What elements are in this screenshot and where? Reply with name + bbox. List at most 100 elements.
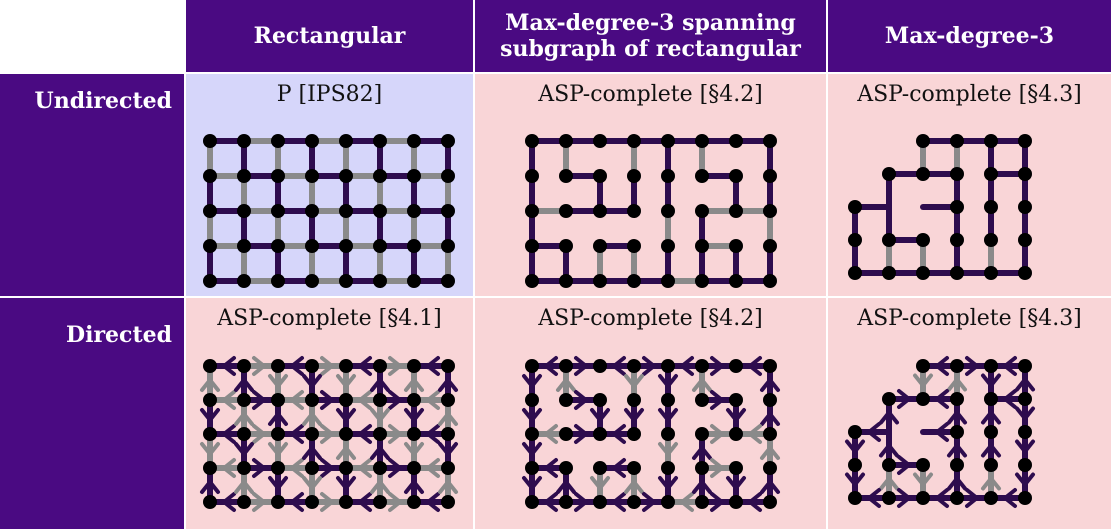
edge-arrow bbox=[358, 390, 372, 410]
edge-arrow bbox=[222, 424, 236, 444]
graph-node bbox=[339, 239, 353, 253]
edge-arrow bbox=[336, 374, 356, 388]
graph-node bbox=[203, 359, 217, 373]
graph-node bbox=[627, 461, 641, 475]
edge-arrow bbox=[302, 374, 322, 388]
graph-node bbox=[593, 204, 607, 218]
graph-directed-spanning bbox=[522, 356, 780, 512]
graph-node bbox=[525, 134, 539, 148]
graph-node bbox=[729, 169, 743, 183]
edge-arrow bbox=[388, 424, 402, 444]
edge-arrow bbox=[1015, 439, 1035, 454]
column-header-rectangular: Rectangular bbox=[186, 0, 473, 72]
graph-node bbox=[1018, 425, 1032, 439]
edge-arrow bbox=[748, 356, 762, 376]
edge-arrow bbox=[935, 488, 949, 508]
graph-node bbox=[559, 169, 573, 183]
edge-arrow bbox=[845, 472, 865, 487]
graph-node bbox=[627, 274, 641, 288]
edge-arrow bbox=[336, 476, 356, 490]
graph-node bbox=[441, 495, 455, 509]
edge-arrow bbox=[404, 408, 424, 422]
graph-node bbox=[407, 274, 421, 288]
graph-node bbox=[407, 461, 421, 475]
graph-node bbox=[441, 427, 455, 441]
graph-node bbox=[305, 461, 319, 475]
graph-node bbox=[950, 425, 964, 439]
graph-node bbox=[984, 233, 998, 247]
graph-node bbox=[882, 167, 896, 181]
graph-node bbox=[559, 393, 573, 407]
graph-node bbox=[627, 393, 641, 407]
edge-arrow bbox=[710, 424, 724, 444]
edge-arrow bbox=[612, 458, 626, 478]
edge-arrow bbox=[556, 378, 576, 392]
graph-node bbox=[661, 169, 675, 183]
graph-node bbox=[1018, 266, 1032, 280]
graph-node bbox=[950, 233, 964, 247]
edge-arrow bbox=[438, 480, 458, 494]
graph-node bbox=[237, 461, 251, 475]
edge-arrow bbox=[624, 408, 644, 422]
graph-node bbox=[950, 491, 964, 505]
graph-node bbox=[339, 274, 353, 288]
edge-arrow bbox=[200, 480, 220, 494]
graph-node bbox=[271, 393, 285, 407]
graph-node bbox=[729, 461, 743, 475]
edge-arrow bbox=[947, 443, 967, 458]
graph-node bbox=[203, 427, 217, 441]
graph-node bbox=[916, 167, 930, 181]
graph-node bbox=[661, 427, 675, 441]
edge-arrow bbox=[370, 480, 390, 494]
graph-node bbox=[729, 393, 743, 407]
edge-arrow bbox=[336, 446, 356, 460]
graph-node bbox=[305, 204, 319, 218]
row-header-label: Directed bbox=[66, 322, 172, 348]
edge-arrow bbox=[290, 458, 304, 478]
graph-node bbox=[525, 461, 539, 475]
graph-node bbox=[695, 393, 709, 407]
edge-arrow bbox=[574, 390, 588, 410]
graph-node bbox=[763, 393, 777, 407]
edge-arrow bbox=[438, 412, 458, 426]
cell-caption: ASP-complete [§4.3] bbox=[857, 82, 1082, 107]
edge-arrow bbox=[320, 458, 334, 478]
graph-node bbox=[916, 233, 930, 247]
graph-node bbox=[339, 461, 353, 475]
edge-arrow bbox=[1015, 472, 1035, 487]
cell-undirected-max-degree-3: ASP-complete [§4.3] bbox=[828, 74, 1111, 296]
edge-arrow bbox=[222, 458, 236, 478]
graph-undirected-max-degree-3 bbox=[848, 134, 1032, 280]
graph-node bbox=[203, 134, 217, 148]
graph-node bbox=[916, 491, 930, 505]
graph-node bbox=[525, 427, 539, 441]
graph-node bbox=[984, 134, 998, 148]
edge-arrow bbox=[426, 356, 440, 376]
graph-node bbox=[407, 495, 421, 509]
edge-arrow bbox=[692, 446, 712, 460]
edge-arrow bbox=[760, 412, 780, 426]
edge-arrow bbox=[624, 374, 644, 388]
graph-node bbox=[525, 169, 539, 183]
graph-node bbox=[559, 359, 573, 373]
graph-node bbox=[305, 495, 319, 509]
graph-node bbox=[984, 359, 998, 373]
graph-node bbox=[984, 266, 998, 280]
edge-arrow bbox=[642, 356, 656, 376]
graph-node bbox=[695, 134, 709, 148]
column-header-label-line2: subgraph of rectangular bbox=[500, 36, 801, 62]
graph-node bbox=[407, 204, 421, 218]
column-header-label: Rectangular bbox=[253, 23, 406, 49]
edge-arrow bbox=[370, 378, 390, 392]
graph-node bbox=[339, 359, 353, 373]
edge-arrow bbox=[845, 439, 865, 454]
edge-arrow bbox=[867, 422, 881, 442]
graph-node bbox=[593, 393, 607, 407]
edge-arrow bbox=[234, 442, 254, 456]
edge-arrow bbox=[320, 356, 334, 376]
graph-node bbox=[729, 134, 743, 148]
graph-node bbox=[203, 393, 217, 407]
edge-arrow bbox=[612, 492, 626, 512]
graph-node bbox=[1018, 134, 1032, 148]
graph-node bbox=[237, 359, 251, 373]
